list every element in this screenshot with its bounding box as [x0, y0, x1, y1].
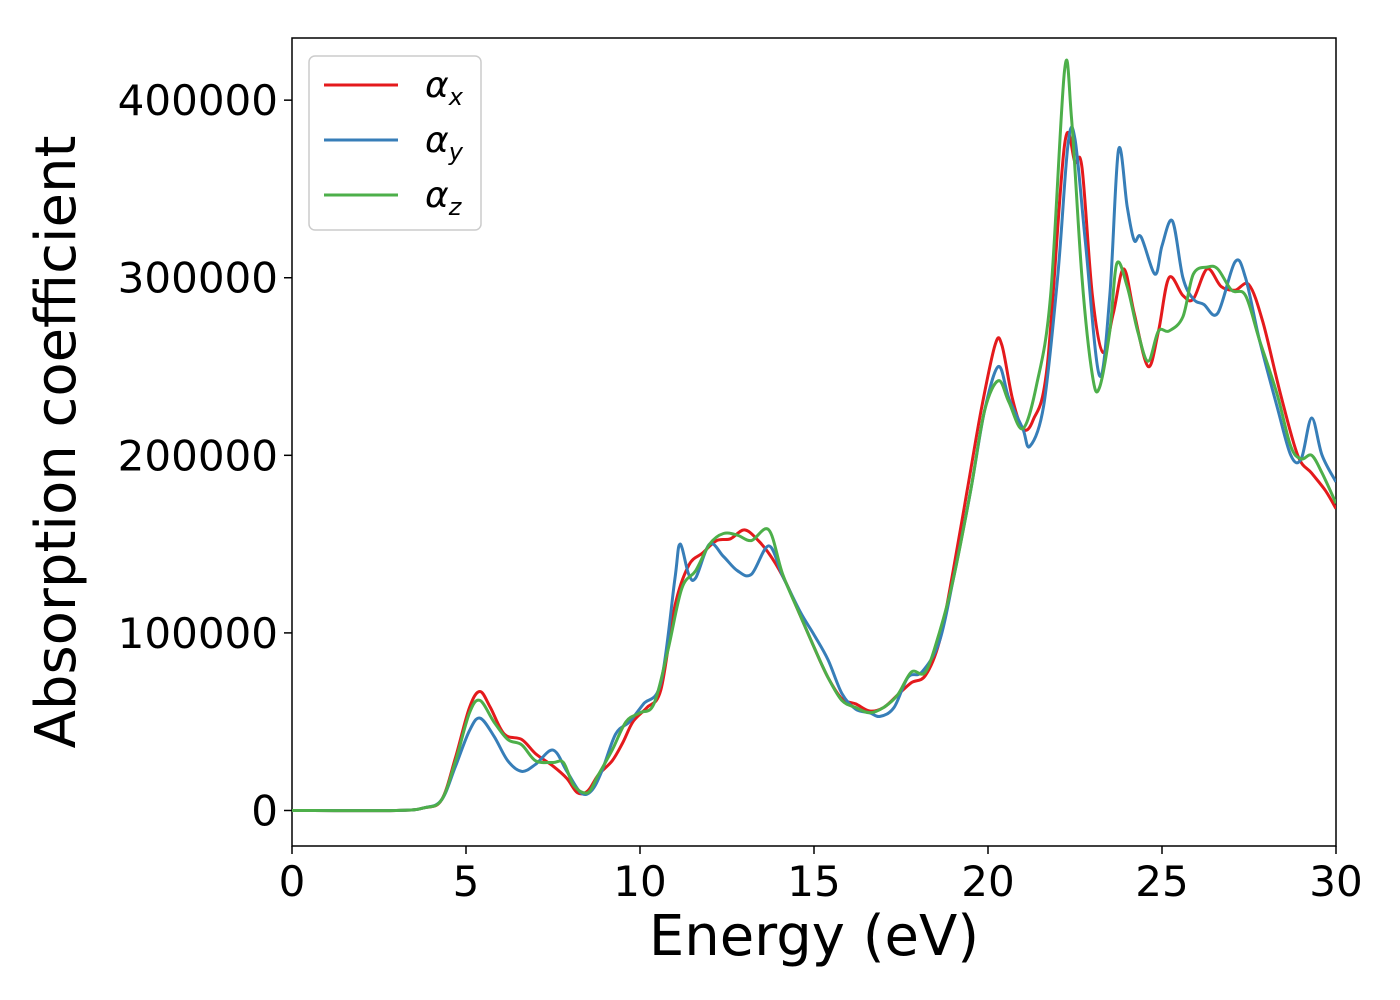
y-tick-label: 300000 [118, 254, 278, 303]
y-tick-label: 0 [251, 786, 278, 835]
x-tick-label: 10 [613, 857, 666, 906]
series-line-alpha-x [292, 131, 1336, 813]
x-tick-label: 5 [453, 857, 480, 906]
legend: αx αy αz [308, 55, 482, 231]
legend-label-alpha-z: αz [425, 175, 463, 221]
x-tick-label: 30 [1309, 857, 1362, 906]
x-tick-label: 20 [961, 857, 1014, 906]
y-axis-ticks: 0 100000 200000 300000 400000 [118, 76, 292, 835]
x-axis-ticks: 0 5 10 15 20 25 30 [279, 846, 1363, 906]
series-layer [292, 58, 1336, 813]
x-axis-label: Energy (eV) [649, 904, 979, 969]
x-tick-label: 15 [787, 857, 840, 906]
y-tick-label: 400000 [118, 76, 278, 125]
y-tick-label: 200000 [118, 431, 278, 480]
y-axis-label: Absorption coefficient [24, 136, 89, 749]
legend-label-alpha-y: αy [425, 120, 464, 166]
y-tick-label: 100000 [118, 609, 278, 658]
series-line-alpha-z [292, 58, 1336, 813]
x-tick-label: 25 [1135, 857, 1188, 906]
x-tick-label: 0 [279, 857, 306, 906]
legend-label-alpha-x: αx [425, 65, 464, 111]
legend-entries: αx αy αz [324, 65, 464, 221]
legend-box [308, 55, 482, 231]
